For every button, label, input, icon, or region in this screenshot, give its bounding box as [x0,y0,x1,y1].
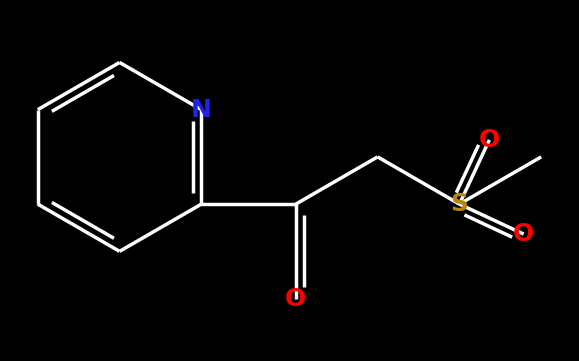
Text: O: O [479,128,500,152]
Text: N: N [191,98,212,122]
Text: S: S [450,192,468,216]
Text: O: O [285,287,306,310]
Text: O: O [513,222,534,246]
